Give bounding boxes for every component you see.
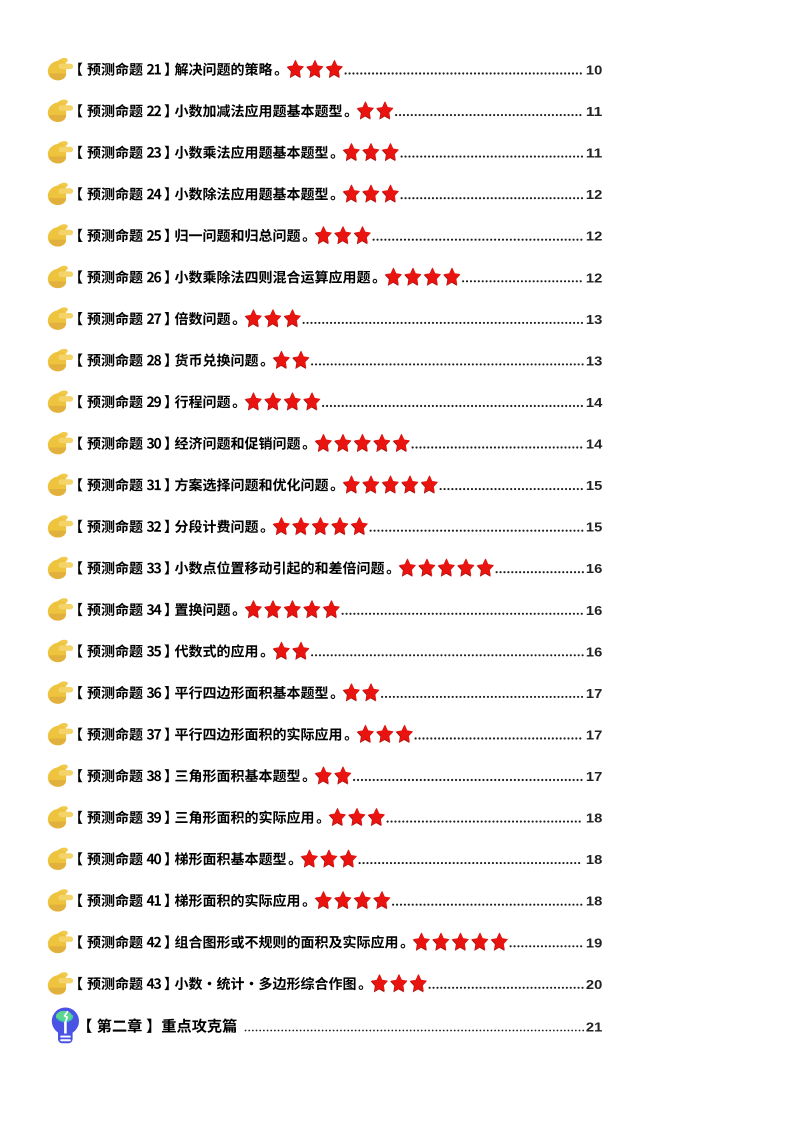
svg-text:19: 19 bbox=[586, 935, 602, 950]
svg-text:14: 14 bbox=[586, 437, 603, 452]
svg-text:11: 11 bbox=[586, 104, 602, 119]
svg-text:13: 13 bbox=[586, 312, 602, 327]
svg-text:12: 12 bbox=[586, 270, 602, 285]
svg-text:12: 12 bbox=[586, 187, 602, 202]
svg-text:15: 15 bbox=[586, 520, 602, 535]
svg-text:16: 16 bbox=[586, 561, 602, 576]
svg-text:12: 12 bbox=[586, 229, 602, 244]
svg-text:11: 11 bbox=[586, 146, 602, 161]
svg-text:16: 16 bbox=[586, 603, 602, 618]
svg-text:13: 13 bbox=[586, 353, 602, 368]
svg-text:17: 17 bbox=[586, 728, 602, 743]
svg-text:10: 10 bbox=[586, 63, 602, 78]
svg-text:17: 17 bbox=[586, 686, 602, 701]
svg-text:18: 18 bbox=[586, 894, 602, 909]
svg-text:20: 20 bbox=[586, 977, 602, 992]
svg-text:15: 15 bbox=[586, 478, 602, 493]
svg-text:18: 18 bbox=[586, 811, 602, 826]
svg-text:18: 18 bbox=[586, 852, 602, 867]
svg-text:17: 17 bbox=[586, 769, 602, 784]
svg-text:14: 14 bbox=[586, 395, 603, 410]
svg-text:16: 16 bbox=[586, 644, 602, 659]
svg-text:21: 21 bbox=[586, 1020, 602, 1035]
